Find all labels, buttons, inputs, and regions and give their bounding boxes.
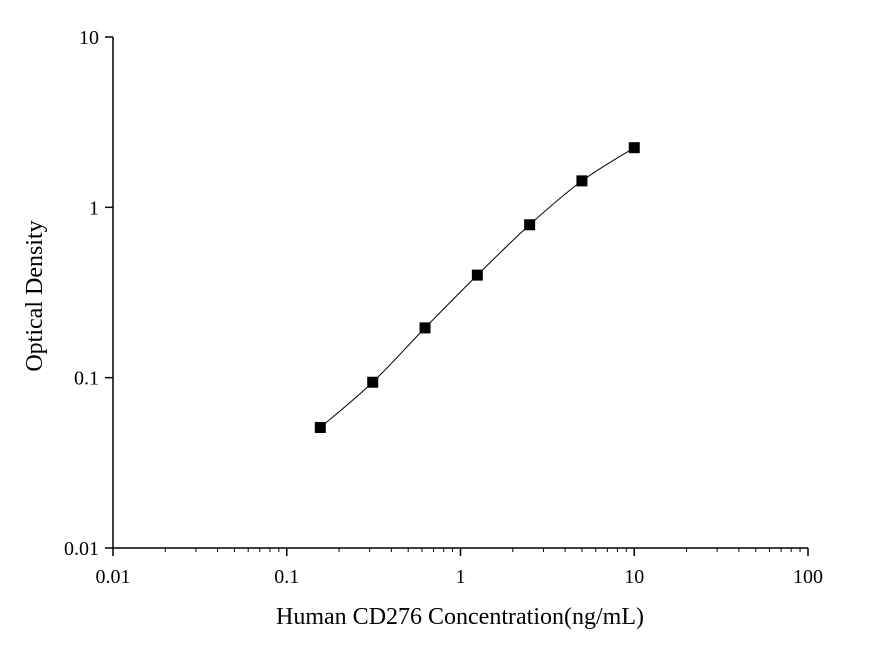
x-tick-label: 10	[624, 566, 644, 588]
y-tick-labels: 0.01 0.1 1 10	[64, 27, 99, 560]
y-tick-label: 1	[89, 197, 99, 219]
y-tick-label: 0.01	[64, 538, 99, 560]
x-tick-label: 100	[793, 566, 823, 588]
data-points	[314, 142, 640, 433]
y-tick-label: 0.1	[74, 368, 99, 390]
y-ticks	[105, 36, 113, 549]
x-ticks	[112, 548, 809, 556]
data-point	[367, 376, 379, 388]
data-point	[471, 269, 483, 281]
x-tick-label: 0.01	[96, 566, 131, 588]
y-tick-label: 10	[79, 27, 99, 49]
x-tick-label: 0.1	[274, 566, 299, 588]
y-axis-label: Optical Density	[22, 220, 48, 371]
x-tick-labels: 0.01 0.1 1 10 100	[96, 566, 824, 588]
x-axis-label: Human CD276 Concentration(ng/mL)	[276, 604, 644, 630]
data-point	[576, 175, 588, 187]
data-point	[314, 421, 326, 433]
data-point	[419, 322, 431, 334]
data-point	[628, 142, 640, 154]
x-tick-label: 1	[456, 566, 466, 588]
data-point	[524, 219, 536, 231]
